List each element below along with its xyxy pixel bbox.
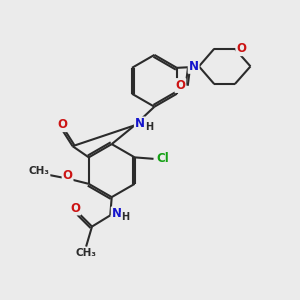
- Text: O: O: [63, 169, 73, 182]
- Text: O: O: [236, 42, 246, 55]
- Text: N: N: [135, 117, 145, 130]
- Text: CH₃: CH₃: [28, 167, 50, 176]
- Text: O: O: [176, 79, 185, 92]
- Text: O: O: [57, 118, 67, 131]
- Text: O: O: [70, 202, 80, 214]
- Text: N: N: [112, 207, 122, 220]
- Text: H: H: [122, 212, 130, 222]
- Text: Cl: Cl: [156, 152, 169, 165]
- Text: CH₃: CH₃: [76, 248, 97, 258]
- Text: N: N: [189, 60, 199, 73]
- Text: H: H: [145, 122, 153, 132]
